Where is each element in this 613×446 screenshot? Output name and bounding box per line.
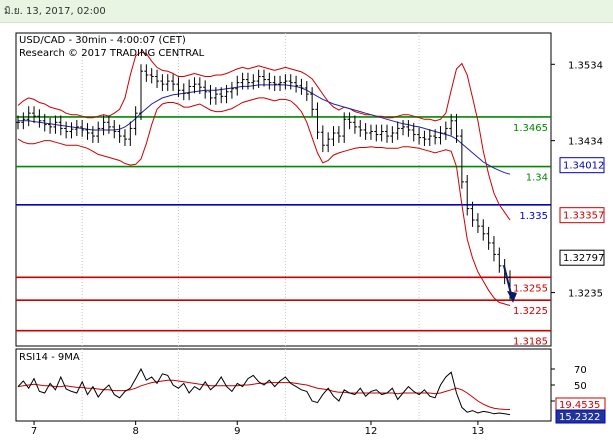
x-tick-label: 12 <box>365 426 378 437</box>
chart-subtitle: Research © 2017 TRADING CENTRAL <box>19 48 205 59</box>
x-tick-label: 8 <box>132 426 138 437</box>
bollinger-upper-line <box>17 51 511 221</box>
price-layer: 1.3465 1.34 1.335 1.3255 1.3225 1.3185 1.3534 1… <box>16 33 605 421</box>
level-label: 1.3465 <box>513 123 548 134</box>
last-price-box <box>559 249 605 266</box>
rsi-value-tag-box <box>555 409 606 424</box>
level-label: 1.3225 <box>513 306 548 317</box>
y-tick-label: 1.3235 <box>568 289 603 300</box>
chart-title: USD/CAD - 30min - 4:00:07 (CET) <box>19 35 186 46</box>
rsi-tick-label: 50 <box>574 381 587 392</box>
level-label: 1.335 <box>519 211 548 222</box>
level-tag-box <box>559 207 605 224</box>
level-label: 1.3255 <box>513 283 548 294</box>
level-tag-label: 1.33357 <box>563 211 604 222</box>
rsi-value-tag-label: 15.2322 <box>559 412 600 423</box>
x-axis: 7 8 9 12 13 <box>31 421 484 437</box>
level-label: 1.34 <box>526 173 548 184</box>
price-panel-frame <box>15 32 552 347</box>
projection-arrow-head <box>507 290 517 303</box>
rsi-value-tag-label: 19.4535 <box>559 400 600 411</box>
rsi-ma-line <box>17 379 511 410</box>
level-tag-box <box>559 157 605 174</box>
x-tick-label: 9 <box>234 426 240 437</box>
x-tick-label: 13 <box>472 426 485 437</box>
rsi-tick-label: 70 <box>574 365 587 376</box>
rsi-line <box>17 367 511 416</box>
bollinger-lower-line <box>17 97 511 306</box>
level-tag-label: 1.34012 <box>563 161 604 172</box>
rsi-panel-frame <box>15 348 552 422</box>
last-price-label: 1.32797 <box>563 253 604 264</box>
y-tick-label: 1.3534 <box>568 60 603 71</box>
topbar: มิ.ย. 13, 2017, 02:00 <box>0 0 613 23</box>
rsi-title: RSI14 - 9MA <box>19 352 80 363</box>
x-tick-label: 7 <box>31 426 37 437</box>
level-label: 1.3185 <box>513 337 548 348</box>
date-label: มิ.ย. 13, 2017, 02:00 <box>4 6 106 17</box>
y-tick-label: 1.3434 <box>568 137 603 148</box>
